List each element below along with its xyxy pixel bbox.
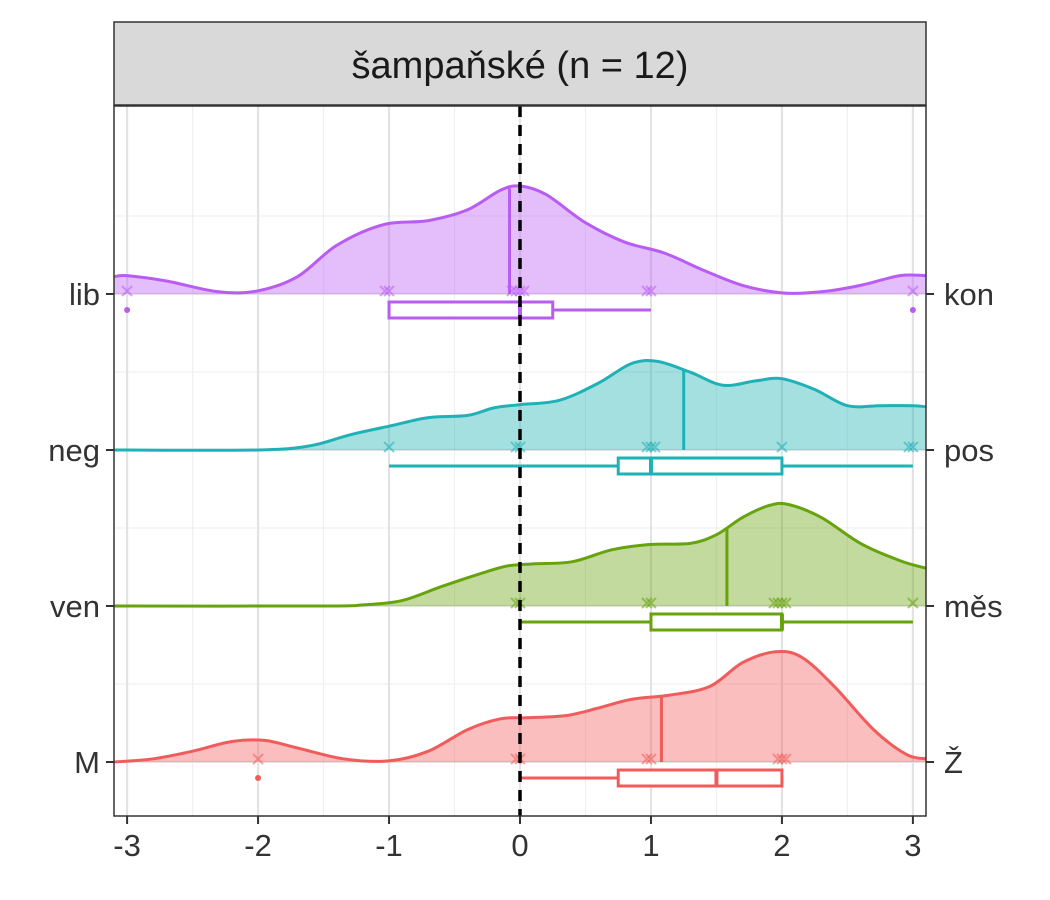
facet-strip: šampaňské (n = 12)	[113, 21, 927, 106]
point-marker-lib	[379, 285, 391, 297]
point-marker-M	[252, 753, 264, 765]
y-label-right-pos: pos	[944, 433, 994, 468]
point-marker-lib	[645, 285, 657, 297]
facet-strip-background	[113, 21, 927, 106]
point-marker-ven	[768, 597, 780, 609]
y-label-left-ven: ven	[50, 589, 100, 624]
density-area-ven	[114, 503, 926, 607]
box-ven	[649, 612, 784, 632]
point-marker-ven	[645, 597, 657, 609]
density-line-ven	[113, 501, 927, 608]
point-marker-lib	[121, 285, 133, 297]
point-marker-M	[780, 753, 792, 765]
y-label-right-Ž: Ž	[944, 745, 963, 780]
point-marker-neg	[776, 441, 788, 453]
point-marker-M	[776, 753, 788, 765]
x-tick-label: 1	[642, 828, 659, 863]
axes-layer: -3 -2 -1 0 1 2 3 lib kon neg pos ven měs M Ž	[48, 277, 1002, 863]
outlier-lib	[124, 307, 131, 313]
y-label-left-lib: lib	[69, 277, 100, 312]
outlier-M	[255, 775, 262, 781]
point-marker-neg	[514, 441, 526, 453]
outlier-lib	[909, 307, 916, 313]
x-tick-label: 2	[773, 828, 790, 863]
y-label-right-kon: kon	[944, 277, 994, 312]
point-marker-neg	[903, 441, 915, 453]
point-marker-lib	[506, 285, 518, 297]
y-label-left-M: M	[74, 745, 100, 780]
point-marker-neg	[649, 441, 661, 453]
y-label-left-neg: neg	[48, 433, 100, 468]
point-marker-lib	[383, 285, 395, 297]
box-lib	[387, 300, 555, 320]
density-line-neg	[113, 359, 927, 452]
x-tick-label: 0	[511, 828, 528, 863]
point-marker-neg	[907, 441, 919, 453]
boxplot-layer	[124, 300, 916, 788]
box-neg	[616, 456, 784, 476]
point-marker-neg	[383, 441, 395, 453]
point-marker-ven	[641, 597, 653, 609]
point-marker-neg	[645, 441, 657, 453]
y-label-right-měs: měs	[944, 589, 1003, 624]
x-tick-label: -2	[244, 828, 272, 863]
x-tick-label: -1	[375, 828, 403, 863]
point-marker-M	[641, 753, 653, 765]
point-marker-ven	[907, 597, 919, 609]
box-M	[616, 768, 784, 788]
point-marker-ven	[780, 597, 792, 609]
density-line-M	[113, 649, 927, 764]
x-tick-label: 3	[904, 828, 921, 863]
point-marker-lib	[907, 285, 919, 297]
facet-title: šampaňské (n = 12)	[352, 45, 689, 87]
point-marker-M	[645, 753, 657, 765]
point-marker-lib	[641, 285, 653, 297]
x-tick-label: -3	[113, 828, 141, 863]
